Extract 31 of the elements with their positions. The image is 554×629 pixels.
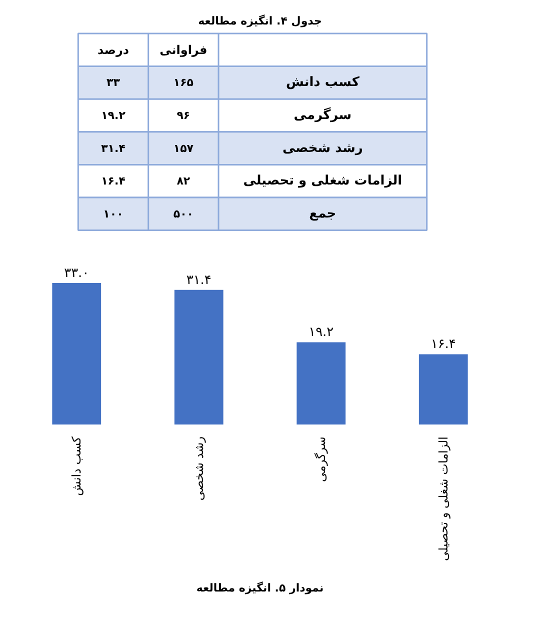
data-label: ۳۱.۴ <box>186 272 212 288</box>
bar <box>52 283 102 424</box>
text: ۱۵۷ <box>173 142 194 155</box>
text: ۱۶.۴ <box>101 174 126 188</box>
data-label: ۱۹.۲ <box>308 325 334 340</box>
bar <box>418 354 468 424</box>
category-label: الزامات شغلی و تحصیلی <box>243 174 402 189</box>
text: ۱۰۰ <box>103 207 124 220</box>
text: ۱۶۵ <box>173 76 194 90</box>
data-label: ۳۳.۰ <box>64 266 90 282</box>
text: ۳۳ <box>106 76 120 90</box>
bar <box>174 290 224 424</box>
text: ۵۰۰ <box>173 207 194 220</box>
text: جدول ۴. انگیزه مطالعه <box>198 14 322 28</box>
x-tick-label: کسب دانش <box>70 436 84 496</box>
category-label: جمع <box>309 206 336 222</box>
text: نمودار ۵. انگیزه مطالعه <box>196 582 324 594</box>
category-label: رشد شخصی <box>282 140 363 156</box>
category-label: کسب دانش <box>286 75 360 90</box>
x-tick-label: الزامات شغلی و تحصیلی <box>436 436 450 561</box>
x-tick-label: سرگرمی <box>314 436 328 482</box>
text: ۱۹.۲ <box>101 109 126 122</box>
text: ۹۶ <box>176 109 190 122</box>
data-label: ۱۶.۴ <box>430 337 456 352</box>
bar <box>296 342 346 424</box>
category-label: درصد <box>97 42 130 57</box>
text: ۳۱.۴ <box>101 142 126 155</box>
category-label: فراوانی <box>160 42 208 57</box>
text: ۸۲ <box>176 174 190 188</box>
x-tick-label: رشد شخصی <box>192 436 206 501</box>
category-label: سرگرمی <box>294 108 352 123</box>
